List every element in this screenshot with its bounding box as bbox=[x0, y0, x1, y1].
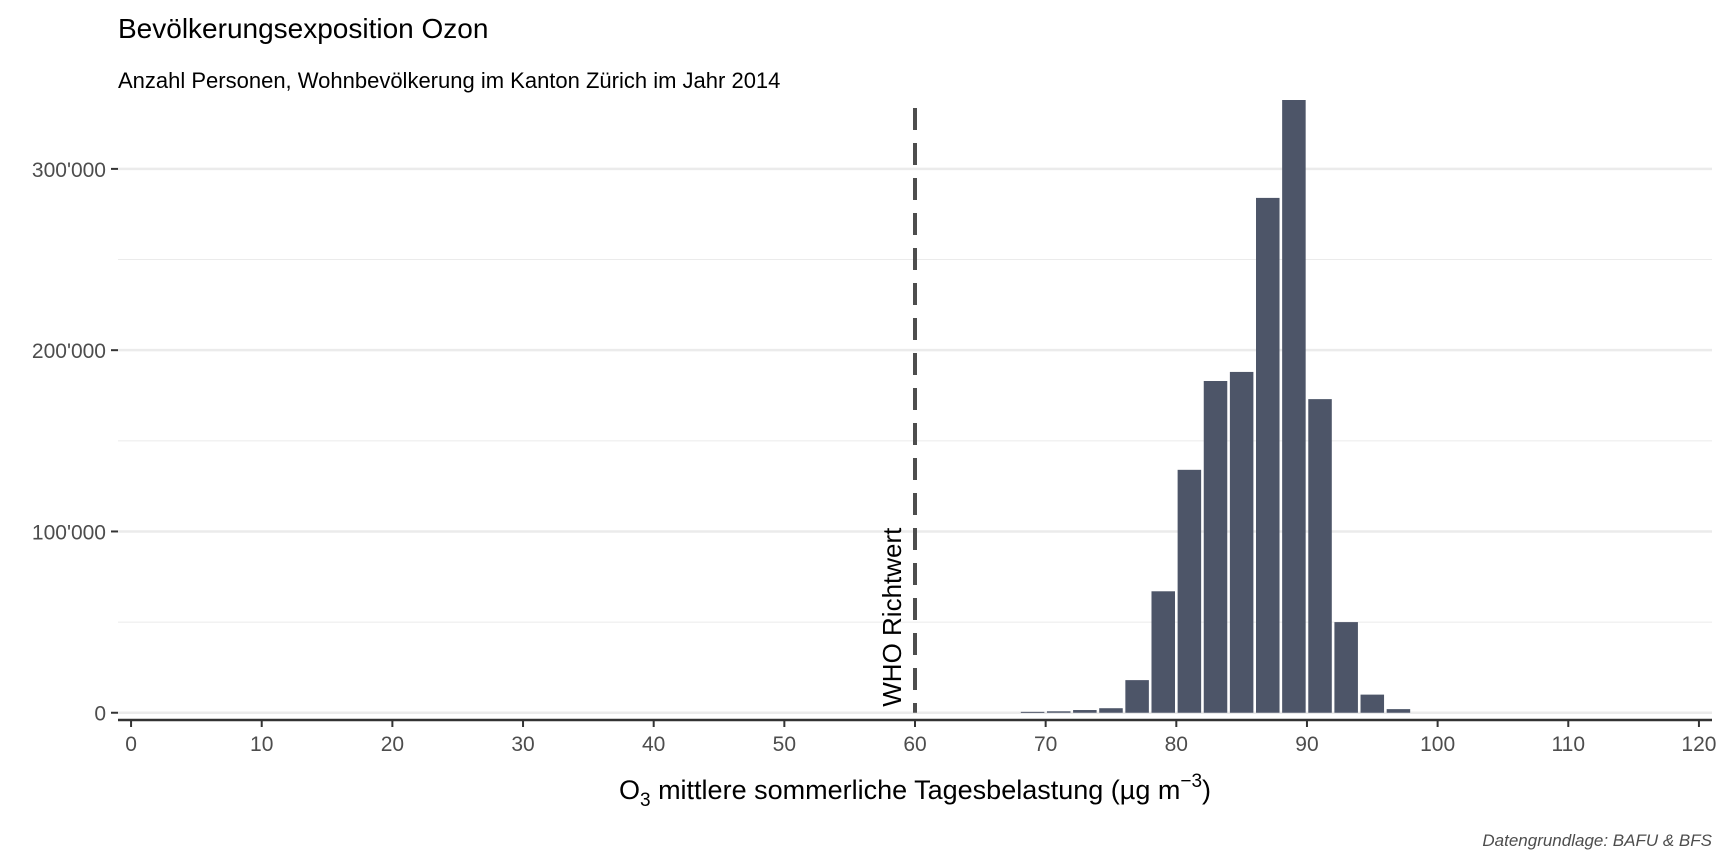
x-tick-label: 70 bbox=[1034, 733, 1057, 756]
histogram-bar bbox=[1203, 380, 1228, 713]
histogram-bar bbox=[1177, 469, 1202, 713]
y-axis: 0 100'000 200'000 300'000 bbox=[32, 159, 118, 726]
y-tick-label: 300'000 bbox=[32, 159, 106, 182]
y-tick-label: 0 bbox=[94, 703, 106, 726]
x-tick-label: 100 bbox=[1420, 733, 1455, 756]
y-tick-label: 100'000 bbox=[32, 521, 106, 544]
x-tick-label: 50 bbox=[773, 733, 796, 756]
histogram-bar bbox=[1151, 591, 1176, 713]
histogram-bar bbox=[1334, 622, 1358, 713]
chart-title: Bevölkerungsexposition Ozon bbox=[118, 13, 488, 44]
x-tick-label: 0 bbox=[125, 733, 137, 756]
x-tick-label: 20 bbox=[381, 733, 404, 756]
x-tick-label: 30 bbox=[511, 733, 534, 756]
histogram-bar bbox=[1386, 709, 1411, 713]
who-reference-line: WHO Richtwert bbox=[877, 108, 917, 713]
histogram-bar bbox=[1256, 197, 1280, 713]
x-tick-label: 90 bbox=[1295, 733, 1318, 756]
x-axis-title: O3 mittlere sommerliche Tagesbelastung (… bbox=[619, 771, 1211, 811]
chart-caption: Datengrundlage: BAFU & BFS bbox=[1482, 831, 1712, 850]
histogram-bar bbox=[1229, 371, 1254, 713]
x-tick-label: 120 bbox=[1681, 733, 1716, 756]
bars bbox=[1020, 100, 1411, 713]
histogram-bar bbox=[1125, 680, 1149, 713]
y-tick-label: 200'000 bbox=[32, 340, 106, 363]
chart-subtitle: Anzahl Personen, Wohnbevölkerung im Kant… bbox=[118, 68, 780, 93]
histogram-bar bbox=[1020, 711, 1045, 713]
histogram-bar bbox=[1099, 708, 1123, 713]
histogram-bar bbox=[1308, 399, 1332, 713]
histogram-bar bbox=[1073, 710, 1097, 713]
histogram-bar bbox=[1360, 694, 1385, 713]
x-tick-label: 60 bbox=[903, 733, 926, 756]
histogram-bar bbox=[1282, 100, 1306, 713]
x-axis: 0 10 20 30 40 50 60 70 80 90 100 110 120 bbox=[118, 718, 1716, 756]
histogram-bar bbox=[1046, 711, 1071, 713]
x-tick-label: 40 bbox=[642, 733, 665, 756]
x-tick-label: 110 bbox=[1552, 733, 1585, 756]
reference-line-label: WHO Richtwert bbox=[877, 527, 907, 707]
x-tick-label: 80 bbox=[1165, 733, 1188, 756]
x-tick-label: 10 bbox=[250, 733, 273, 756]
